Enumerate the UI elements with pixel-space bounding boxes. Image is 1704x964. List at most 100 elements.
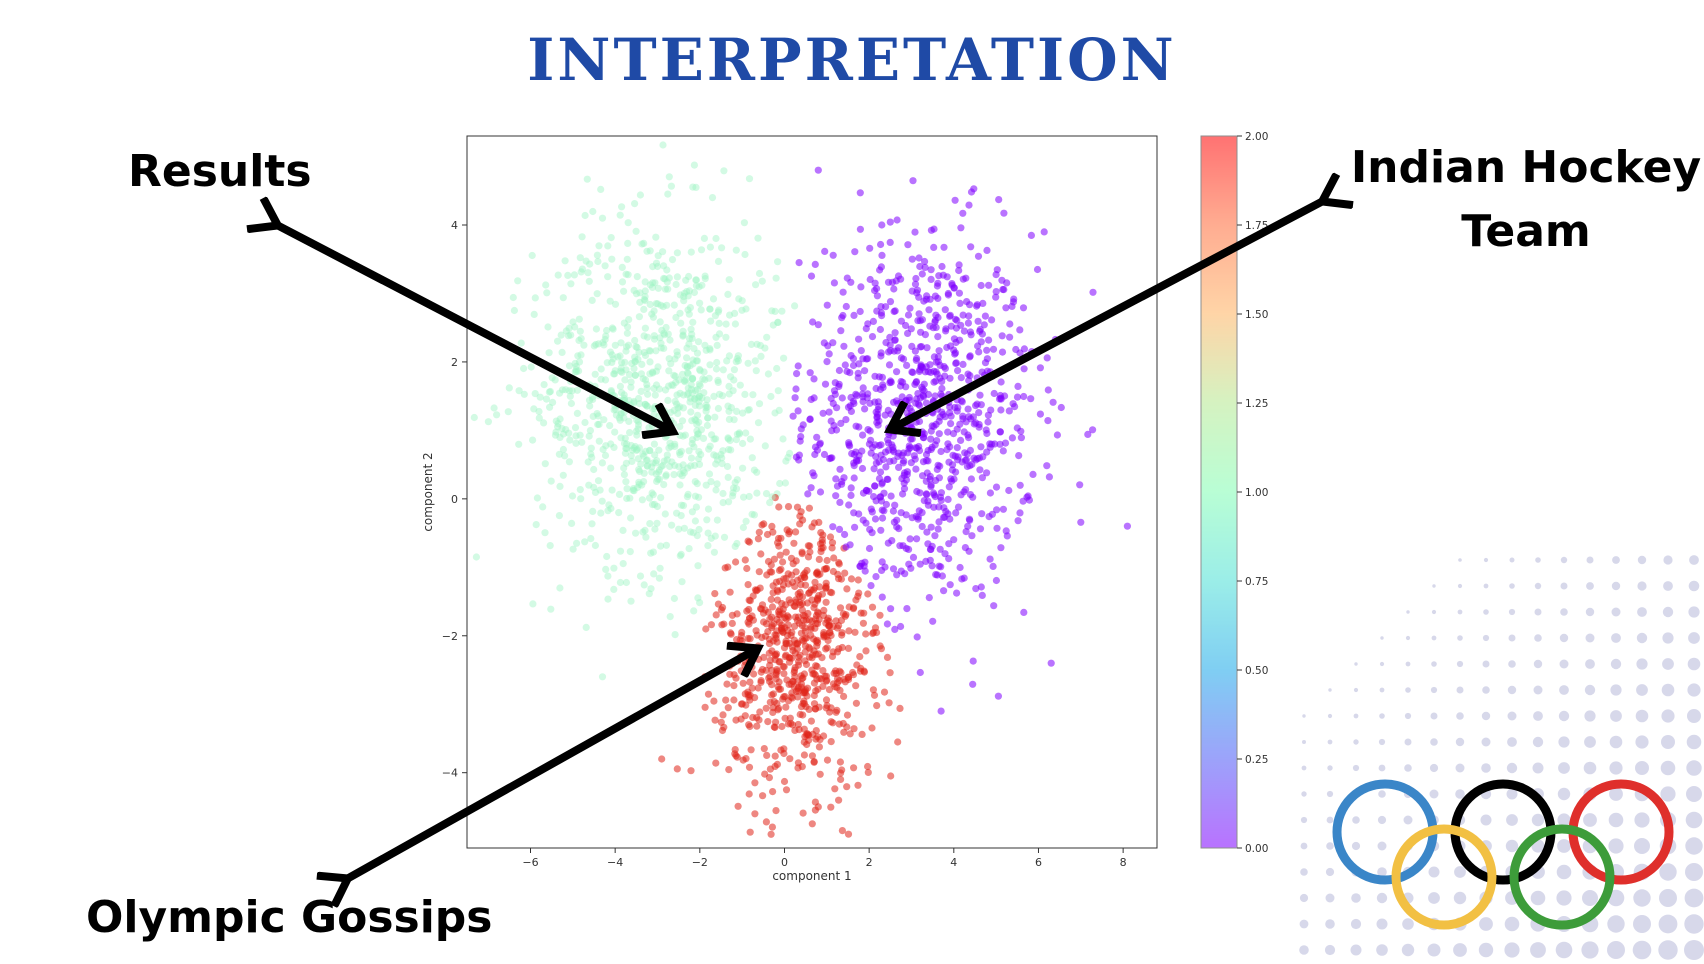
data-point	[800, 738, 808, 746]
x-tick-label: 8	[1120, 856, 1127, 869]
data-point	[828, 427, 836, 435]
data-point	[683, 354, 691, 362]
data-point	[745, 538, 754, 546]
data-point	[611, 401, 619, 410]
data-point	[886, 238, 894, 246]
data-point	[529, 436, 537, 444]
data-point	[1044, 386, 1052, 394]
data-point	[680, 377, 688, 385]
data-point	[631, 336, 639, 345]
data-point	[814, 166, 822, 174]
data-point	[925, 594, 933, 602]
data-point	[688, 417, 696, 425]
data-point	[607, 440, 615, 448]
data-point	[724, 704, 732, 712]
data-point	[833, 648, 842, 656]
data-point	[978, 368, 986, 376]
halftone-dot	[1635, 761, 1649, 775]
data-point	[663, 432, 671, 440]
x-tick-label: 2	[866, 856, 873, 869]
halftone-dot	[1379, 687, 1385, 693]
data-point	[815, 743, 824, 751]
data-point	[638, 481, 646, 489]
data-point	[711, 532, 719, 540]
data-point	[853, 392, 861, 400]
data-point	[952, 338, 960, 347]
data-point	[985, 336, 993, 344]
data-point	[690, 345, 698, 353]
data-point	[895, 463, 903, 471]
halftone-dot	[1662, 606, 1674, 618]
data-point	[789, 412, 797, 420]
data-point	[577, 335, 585, 343]
data-point	[527, 363, 535, 371]
data-point	[733, 539, 741, 548]
halftone-dot	[1658, 914, 1678, 934]
data-point	[619, 560, 627, 568]
data-point	[909, 553, 918, 562]
data-point	[775, 685, 783, 693]
data-point	[794, 687, 803, 695]
data-point	[606, 422, 614, 430]
halftone-dot	[1607, 941, 1625, 959]
data-point	[594, 477, 603, 485]
data-point	[944, 495, 952, 503]
data-point	[706, 305, 714, 313]
data-point	[676, 451, 684, 459]
data-point	[708, 194, 717, 202]
data-point	[739, 679, 747, 687]
data-point	[804, 490, 812, 498]
data-point	[535, 414, 543, 422]
data-point	[668, 256, 677, 264]
halftone-dot	[1635, 735, 1649, 749]
data-point	[652, 470, 660, 478]
data-point	[684, 389, 693, 397]
data-point	[595, 437, 603, 445]
data-point	[947, 412, 955, 420]
data-point	[851, 523, 859, 531]
data-point	[953, 407, 961, 415]
data-point	[602, 565, 610, 574]
halftone-dot	[1584, 710, 1596, 722]
data-point	[1027, 231, 1035, 239]
data-point	[652, 459, 660, 467]
halftone-dot	[1482, 686, 1490, 694]
data-point	[863, 394, 871, 402]
data-point	[623, 329, 632, 337]
data-point	[724, 435, 733, 443]
data-point	[619, 526, 627, 535]
data-point	[718, 392, 727, 400]
data-point	[576, 431, 584, 439]
data-point	[704, 529, 712, 537]
data-point	[818, 654, 826, 662]
data-point	[604, 242, 612, 250]
data-point	[609, 355, 617, 363]
data-point	[913, 286, 922, 294]
data-point	[801, 574, 809, 582]
data-point	[847, 278, 855, 286]
data-point	[670, 594, 679, 603]
data-point	[990, 389, 998, 398]
data-point	[1076, 481, 1084, 489]
data-point	[585, 277, 593, 285]
data-point	[835, 720, 843, 728]
data-point	[785, 658, 794, 666]
data-point	[967, 243, 975, 251]
data-point	[1057, 403, 1065, 412]
data-point	[568, 492, 577, 500]
data-point	[687, 408, 695, 416]
data-point	[754, 535, 763, 543]
data-point	[728, 611, 737, 619]
data-point	[608, 255, 616, 263]
data-point	[883, 653, 892, 662]
data-point	[1029, 470, 1037, 478]
data-point	[868, 724, 876, 732]
halftone-dot	[1509, 557, 1515, 563]
data-point	[724, 290, 732, 298]
data-point	[825, 350, 833, 358]
data-point	[565, 387, 573, 395]
data-point	[734, 802, 742, 810]
data-point	[577, 495, 585, 503]
data-point	[775, 406, 783, 414]
data-point	[767, 561, 775, 569]
